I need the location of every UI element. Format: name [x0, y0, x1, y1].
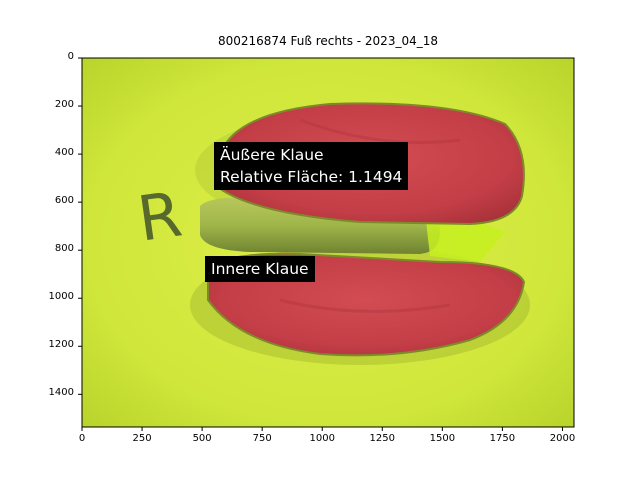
inner-claw-name: Innere Klaue [211, 260, 309, 278]
y-tick-label: 0 [67, 51, 74, 62]
x-tick-label: 750 [252, 433, 272, 444]
x-tick-label: 2000 [549, 433, 576, 444]
tick-marks [78, 57, 563, 431]
x-tick-label: 500 [192, 433, 212, 444]
hoof-sole-photo: R [82, 58, 574, 427]
figure-title: 800216874 Fuß rechts - 2023_04_18 [217, 34, 438, 48]
x-tick-label: 250 [132, 433, 152, 444]
x-tick-label: 1000 [309, 433, 335, 444]
y-tick-label: 1400 [48, 387, 74, 399]
y-tick-label: 400 [54, 147, 74, 159]
x-tick-label: 0 [78, 433, 86, 444]
y-tick-label: 1200 [48, 339, 74, 351]
x-tick-label: 1250 [369, 433, 395, 444]
outer-claw-label: Äußere Klaue Relative Fläche: 1.1494 [214, 142, 409, 190]
axes-frame [81, 57, 575, 428]
outer-claw-name: Äußere Klaue [220, 146, 324, 164]
inner-claw-label: Innere Klaue [205, 256, 315, 282]
outer-claw-relative-area: Relative Fläche: 1.1494 [220, 168, 403, 186]
x-tick-label: 1750 [489, 433, 516, 444]
r-marker-letter: R [133, 177, 186, 255]
y-tick-label: 1000 [48, 291, 74, 303]
y-tick-label: 600 [54, 195, 74, 207]
y-tick-label: 800 [54, 243, 74, 255]
x-tick-label: 1500 [429, 433, 456, 444]
y-tick-label: 200 [54, 99, 74, 111]
